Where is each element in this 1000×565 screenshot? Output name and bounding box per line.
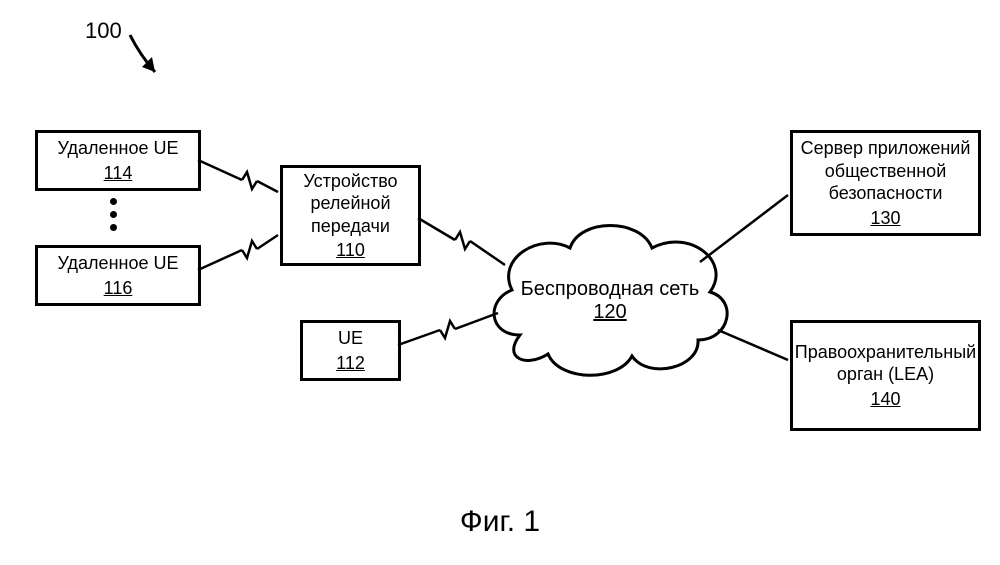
node-ue: UE 112 (300, 320, 401, 381)
figure-caption: Фиг. 1 (0, 505, 1000, 539)
figure-ref-number-text: 100 (85, 18, 122, 43)
figure-caption-text: Фиг. 1 (460, 505, 540, 538)
node-lea: Правоохранительный орган (LEA) 140 (790, 320, 981, 431)
diagram-canvas: 100 Удаленное UE 114 Удаленное UE 116 Ус… (0, 0, 1000, 565)
node-app-server: Сервер приложений общественной безопасно… (790, 130, 981, 236)
node-relay-ref: 110 (336, 239, 365, 262)
node-ue-ref: 112 (336, 352, 365, 375)
node-remote-ue-1: Удаленное UE 114 (35, 130, 201, 191)
node-remote-ue-2: Удаленное UE 116 (35, 245, 201, 306)
node-wireless-ref: 120 (510, 301, 710, 324)
node-lea-label: Правоохранительный орган (LEA) (793, 341, 978, 386)
node-ue-label: UE (338, 327, 363, 350)
figure-ref-number: 100 (85, 18, 122, 44)
node-relay-label: Устройство релейной передачи (283, 170, 418, 238)
node-app-server-label: Сервер приложений общественной безопасно… (793, 137, 978, 205)
node-relay: Устройство релейной передачи 110 (280, 165, 421, 266)
node-remote-ue-2-ref: 116 (104, 277, 133, 300)
node-remote-ue-1-ref: 114 (104, 162, 133, 185)
node-wireless-network: Беспроводная сеть 120 (510, 278, 710, 324)
node-lea-ref: 140 (870, 388, 900, 411)
vertical-ellipsis (110, 195, 117, 234)
node-app-server-ref: 130 (870, 207, 900, 230)
node-remote-ue-2-label: Удаленное UE (58, 252, 179, 275)
node-wireless-label: Беспроводная сеть (510, 278, 710, 301)
node-remote-ue-1-label: Удаленное UE (58, 137, 179, 160)
